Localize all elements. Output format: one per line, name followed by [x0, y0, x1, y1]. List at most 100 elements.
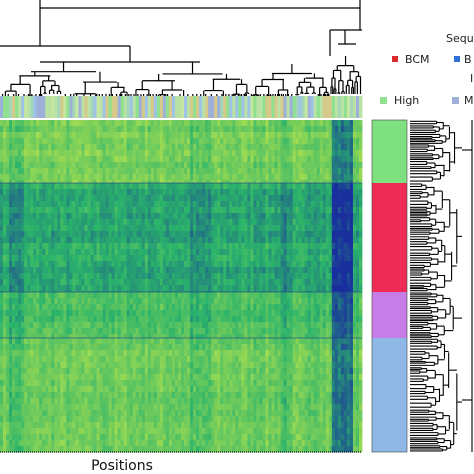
heatmap-cell — [156, 156, 161, 163]
heatmap-cell — [352, 243, 357, 250]
heatmap-cell — [129, 120, 134, 127]
heatmap-cell — [51, 201, 55, 208]
heatmap-cell — [277, 201, 281, 208]
heatmap-cell — [256, 267, 260, 274]
heatmap-cell — [96, 168, 100, 175]
heatmap-cell — [331, 292, 336, 299]
heatmap-cell — [310, 285, 315, 292]
heatmap-cell — [90, 249, 94, 256]
heatmap-cell — [325, 219, 330, 226]
heatmap-cell — [280, 183, 284, 190]
heatmap-cell — [340, 255, 345, 262]
heatmap-cell — [235, 207, 239, 214]
heatmap-cell — [60, 207, 64, 214]
heatmap-cell — [60, 292, 64, 299]
heatmap-cell — [57, 298, 61, 305]
heatmap-cell — [286, 183, 290, 190]
heatmap-cell — [177, 126, 182, 133]
heatmap-cell — [159, 255, 164, 262]
heatmap-cell — [144, 273, 149, 280]
heatmap-cell — [331, 237, 336, 244]
heatmap-cell — [193, 174, 197, 181]
heatmap-cell — [298, 126, 303, 133]
heatmap-cell — [138, 231, 143, 238]
heatmap-cell — [48, 189, 52, 196]
heatmap-cell — [108, 285, 113, 292]
heatmap-cell — [42, 150, 46, 157]
heatmap-cell — [205, 150, 209, 157]
heatmap-cell — [156, 189, 161, 196]
column-annotation-cell — [241, 96, 245, 118]
heatmap-cell — [162, 243, 167, 250]
heatmap-cell — [174, 132, 179, 139]
heatmap-cell — [229, 292, 233, 299]
heatmap-cell — [105, 183, 109, 190]
heatmap-cell — [205, 304, 209, 311]
heatmap-cell — [259, 126, 263, 133]
heatmap-cell — [165, 267, 170, 274]
heatmap-cell — [328, 322, 333, 329]
heatmap-cell — [310, 219, 315, 226]
heatmap-cell — [141, 168, 146, 175]
heatmap-cell — [168, 298, 173, 305]
heatmap-cell — [241, 126, 245, 133]
heatmap-cell — [120, 334, 125, 339]
heatmap-cell — [168, 279, 173, 286]
heatmap-cell — [48, 174, 52, 181]
heatmap-cell — [135, 132, 140, 139]
heatmap-cell — [171, 195, 176, 202]
heatmap-cell — [268, 138, 272, 145]
heatmap-cell — [277, 298, 281, 305]
heatmap-cell — [168, 273, 173, 280]
heatmap-cell — [337, 273, 342, 280]
heatmap-cell — [295, 316, 300, 323]
heatmap-cell — [9, 231, 13, 238]
heatmap-cell — [193, 132, 197, 139]
heatmap-cell — [322, 255, 327, 262]
heatmap-cell — [90, 144, 94, 151]
heatmap-cell — [328, 138, 333, 145]
heatmap-cell — [310, 255, 315, 262]
heatmap-cell — [87, 207, 91, 214]
heatmap-cell — [238, 304, 242, 311]
heatmap-cell — [280, 132, 284, 139]
heatmap-cell — [9, 183, 13, 190]
heatmap-cell — [274, 243, 278, 250]
heatmap-cell — [241, 183, 245, 190]
heatmap-cell — [331, 189, 336, 196]
column-annotation-cell — [226, 96, 230, 118]
heatmap-cell — [301, 298, 306, 305]
heatmap-cell — [283, 150, 287, 157]
heatmap-cell — [90, 237, 94, 244]
heatmap-cell — [220, 334, 224, 339]
heatmap-cell — [220, 285, 224, 292]
column-annotation-cell — [45, 96, 49, 118]
heatmap-cell — [223, 213, 227, 220]
heatmap-cell — [12, 304, 16, 311]
heatmap-cell — [283, 126, 287, 133]
heatmap-cell — [99, 180, 103, 184]
column-annotation-cell — [120, 96, 125, 118]
heatmap-cell — [117, 162, 122, 169]
heatmap-cell — [262, 243, 266, 250]
heatmap-cell — [298, 189, 303, 196]
heatmap-cell — [352, 279, 357, 286]
heatmap-cell — [307, 144, 312, 151]
column-annotation-cell — [93, 96, 97, 118]
heatmap-cell — [205, 162, 209, 169]
heatmap-cell — [184, 144, 188, 151]
heatmap-cell — [96, 237, 100, 244]
heatmap-cell — [12, 144, 16, 151]
heatmap-cell — [202, 138, 206, 145]
heatmap-cell — [105, 207, 109, 214]
heatmap-cell — [168, 120, 173, 127]
heatmap-cell — [48, 285, 52, 292]
heatmap-cell — [135, 213, 140, 220]
heatmap-cell — [84, 334, 88, 339]
heatmap-cell — [253, 213, 257, 220]
heatmap-cell — [18, 279, 22, 286]
heatmap-cell — [78, 249, 82, 256]
heatmap-cell — [307, 273, 312, 280]
heatmap-cell — [78, 138, 82, 145]
heatmap-cell — [295, 267, 300, 274]
